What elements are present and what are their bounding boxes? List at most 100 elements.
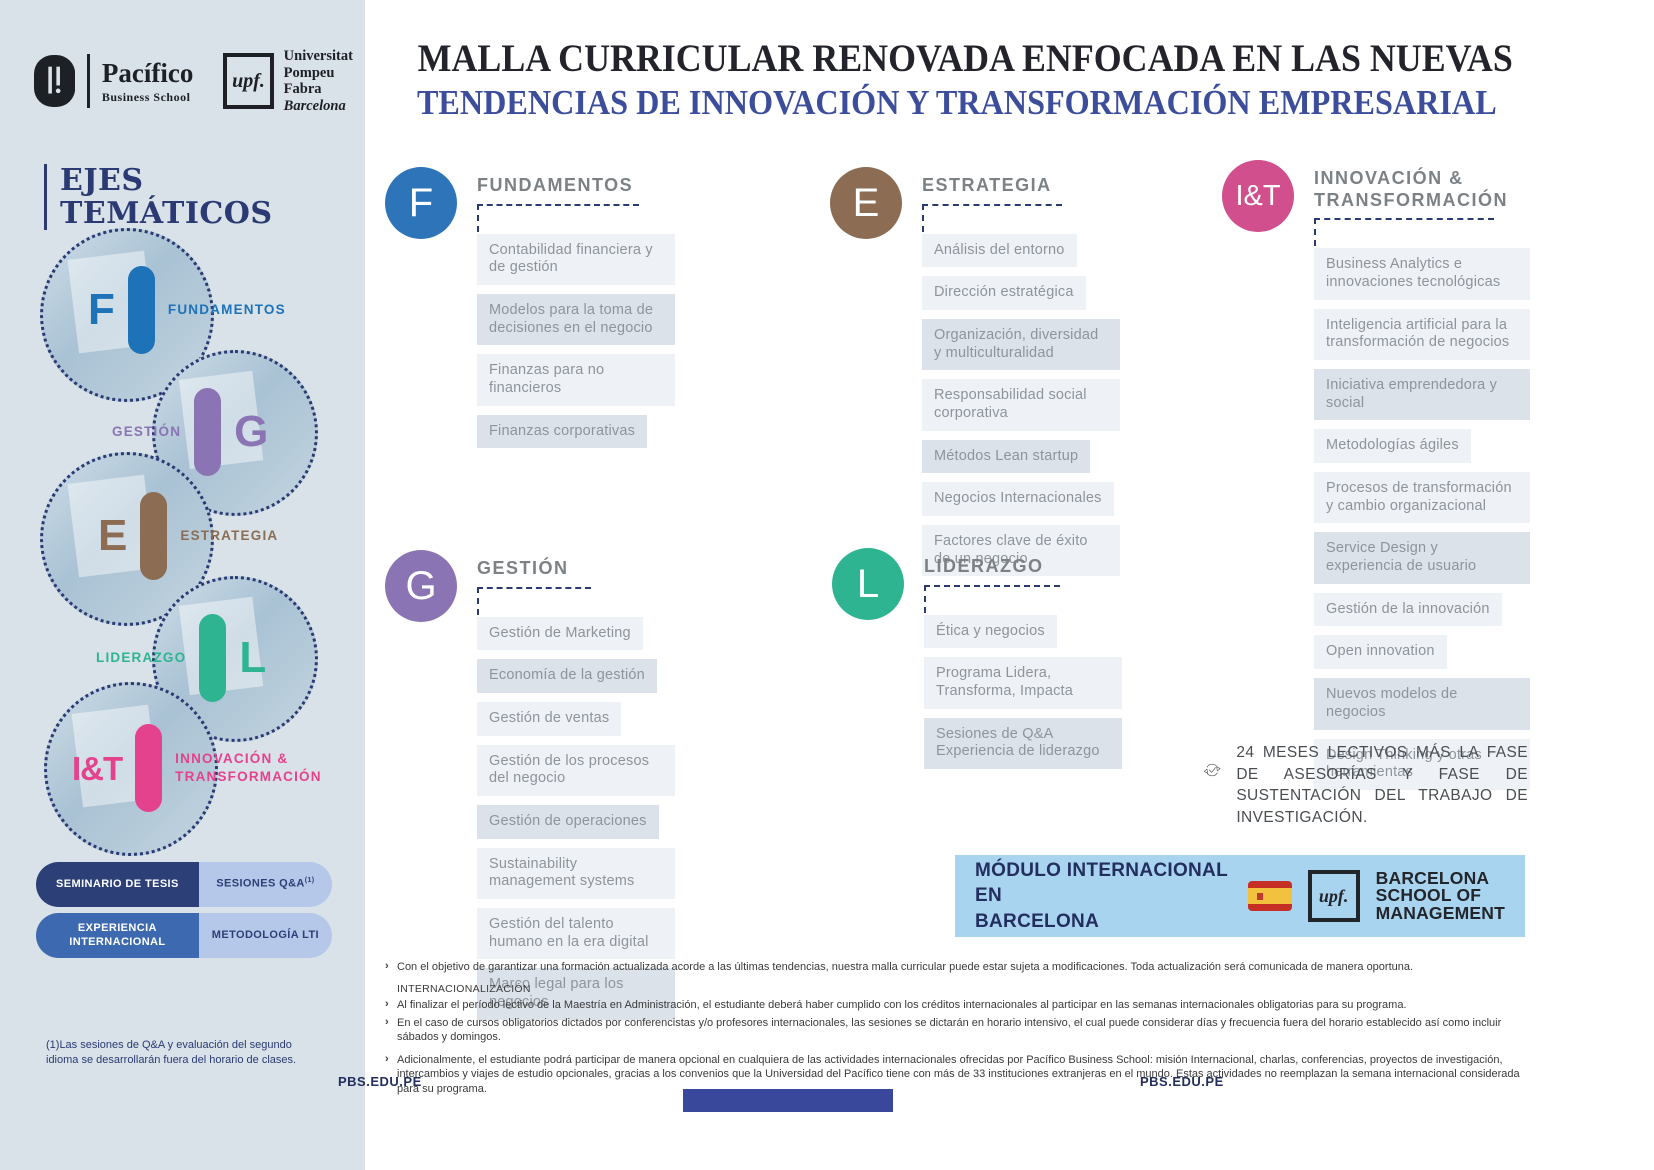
course-item: Análisis del entorno: [922, 233, 1077, 268]
upf-line2: Pompeu Fabra: [283, 64, 335, 98]
axis-liderazgo: LIDERAZGO L: [96, 614, 266, 702]
pacifico-name: Pacífico: [101, 57, 194, 88]
button-label: SEMINARIO DE TESIS: [56, 877, 179, 890]
footnotes: Con el objetivo de garantizar una formac…: [383, 959, 1531, 1099]
sidebar: Pacífico Business School upf. Universita…: [0, 0, 365, 1170]
course-item: Service Design y experiencia de usuario: [1314, 532, 1530, 584]
dashed-divider: [477, 203, 639, 232]
axis-letter: G: [234, 407, 269, 456]
column-badge: G: [385, 550, 457, 622]
metodologia-lti-button[interactable]: METODOLOGÍA LTI: [198, 913, 332, 958]
bsm-line2: SCHOOL OF: [1375, 885, 1482, 906]
course-item: Design Thinking y otras herramientas: [1314, 738, 1530, 790]
course-list: Análisis del entorno Dirección estratégic…: [922, 233, 1120, 577]
upf-logo: upf. Universitat Pompeu Fabra Barcelona: [223, 48, 365, 115]
axis-pill: [127, 266, 155, 354]
course-item: Negocios Internacionales: [922, 482, 1114, 517]
column-badge: F: [385, 167, 457, 239]
course-item: Gestión de la innovación: [1314, 592, 1502, 627]
course-item: Sustainability management systems: [477, 847, 675, 900]
course-item: Inteligencia artificial para la transfor…: [1314, 308, 1530, 360]
axis-fundamentos: F FUNDAMENTOS: [88, 266, 286, 354]
sesiones-qa-button[interactable]: SESIONES Q&A(1): [198, 862, 332, 907]
course-item: Gestión de operaciones: [477, 805, 659, 839]
ejes-tematicos-heading: EJES TEMÁTICOS: [44, 164, 273, 230]
course-item: Dirección estratégica: [922, 276, 1086, 310]
column-title: FUNDAMENTOS: [477, 175, 634, 195]
course-item: Gestión de Marketing: [477, 616, 643, 651]
bsm-line3: MANAGEMENT: [1375, 902, 1505, 923]
course-item: Gestión de ventas: [477, 701, 622, 736]
international-module-banner: MÓDULO INTERNACIONAL EN BARCELONA upf. B…: [955, 855, 1525, 937]
course-item: Procesos de transformación y cambio orga…: [1314, 472, 1530, 524]
course-item: Nuevos modelos de negocios: [1314, 678, 1530, 730]
axis-pill: [140, 492, 168, 580]
axis-letter: L: [239, 633, 267, 682]
course-item: Contabilidad financiera y de gestión: [477, 233, 675, 285]
pbs-url-left[interactable]: PBS.EDU.PE: [338, 1074, 422, 1089]
course-item: Finanzas para no financieros: [477, 354, 675, 406]
column-gestion: G GESTIÓN Gestión de Marketing Economía d…: [385, 548, 685, 1029]
course-item: Programa Lidera, Transforma, Impacta: [924, 657, 1122, 709]
page-title: MALLA CURRICULAR RENOVADA ENFOCADA EN LA…: [370, 36, 1520, 123]
banner-title-line2: BARCELONA: [975, 910, 1100, 932]
course-list: Gestión de Marketing Economía de la gesti…: [477, 616, 675, 1020]
seminario-de-tesis-button[interactable]: SEMINARIO DE TESIS: [36, 862, 199, 907]
cycle-check-icon: [1203, 763, 1221, 777]
ejes-line1: EJES: [60, 163, 144, 198]
axis-label: GESTIÓN: [112, 424, 182, 440]
dashed-divider: [924, 584, 1060, 613]
footnote-additional: Adicionalmente, el estudiante podrá part…: [383, 1052, 1531, 1096]
duration-text: 24 MESES LECTIVOS MÁS LA FASE DE ASESORÍ…: [1236, 744, 1528, 827]
button-label: METODOLOGÍA LTI: [211, 928, 320, 941]
axis-label: ESTRATEGIA: [180, 528, 279, 544]
dashed-divider: [477, 586, 591, 615]
upf-line1: Universitat: [283, 48, 353, 64]
axis-pill: [199, 614, 227, 702]
logo-row: Pacífico Business School upf. Universita…: [34, 48, 365, 115]
axis-estrategia: E ESTRATEGIA: [98, 492, 278, 580]
column-title: LIDERAZGO: [924, 556, 1044, 576]
axis-letter: F: [88, 285, 115, 334]
experiencia-internacional-button[interactable]: EXPERIENCIA INTERNACIONAL: [36, 913, 199, 958]
photo-circle-fundamentos: [40, 228, 214, 402]
pacifico-logo-icon: [34, 55, 76, 108]
course-item: Open innovation: [1314, 635, 1447, 670]
upf-logo-mark: upf.: [223, 53, 274, 110]
duration-note: 24 MESES LECTIVOS MÁS LA FASE DE ASESORÍ…: [1203, 742, 1528, 829]
column-estrategia: E ESTRATEGIA Análisis del entorno Direcci…: [830, 165, 1130, 585]
sidebar-footnote: (1)Las sesiones de Q&A y evaluación del …: [46, 1039, 297, 1066]
page-title-line2: TENDENCIAS DE INNOVACIÓN Y TRANSFORMACIÓ…: [416, 83, 1497, 122]
footnote-intro: Con el objetivo de garantizar una formac…: [383, 959, 1531, 974]
bsm-line1: BARCELONA: [1375, 867, 1490, 888]
dashed-divider: [922, 203, 1062, 232]
axis-letter: I&T: [72, 749, 123, 787]
footnote-item: En el caso de cursos obligatorios dictad…: [383, 1015, 1531, 1045]
axis-label: FUNDAMENTOS: [167, 302, 286, 318]
axis-innovacion-transformacion: I&T INNOVACIÓN & TRANSFORMACIÓN: [72, 724, 325, 812]
column-fundamentos: F FUNDAMENTOS Contabilidad financiera y …: [385, 165, 685, 457]
column-badge: L: [832, 548, 904, 620]
course-item: Gestión de los procesos del negocio: [477, 744, 675, 797]
column-badge: I&T: [1222, 160, 1294, 232]
button-label: EXPERIENCIA INTERNACIONAL: [69, 921, 166, 948]
upf-logo-text: Universitat Pompeu Fabra Barcelona: [284, 48, 365, 115]
column-title: INNOVACIÓN & TRANSFORMACIÓN: [1314, 168, 1508, 210]
axis-gestion: GESTIÓN G: [112, 388, 268, 476]
barcelona-school-of-management-logo: BARCELONA SCHOOL OF MANAGEMENT: [1375, 867, 1505, 923]
column-title: ESTRATEGIA: [922, 175, 1052, 195]
dashed-divider: [1314, 218, 1494, 247]
axis-letter: E: [98, 511, 128, 560]
banner-title-line1: MÓDULO INTERNACIONAL EN: [975, 859, 1228, 907]
footnote-marker: (1): [304, 877, 315, 885]
column-badge: E: [830, 167, 902, 239]
course-list: Contabilidad financiera y de gestión Mode…: [477, 233, 675, 449]
pacifico-subtitle: Business School: [101, 89, 191, 104]
course-item: Business Analytics e innovaciones tecnol…: [1314, 248, 1530, 300]
page-title-line1: MALLA CURRICULAR RENOVADA ENFOCADA EN LA…: [417, 37, 1513, 80]
course-list: Business Analytics e innovaciones tecnol…: [1314, 248, 1530, 790]
footnote-item: Al finalizar el período lectivo de la Ma…: [383, 997, 1531, 1012]
column-innovacion-transformacion: I&T INNOVACIÓN & TRANSFORMACIÓN Business…: [1222, 158, 1542, 799]
course-item: Economía de la gestión: [477, 659, 657, 693]
pbs-url-right[interactable]: PBS.EDU.PE: [1140, 1074, 1224, 1089]
